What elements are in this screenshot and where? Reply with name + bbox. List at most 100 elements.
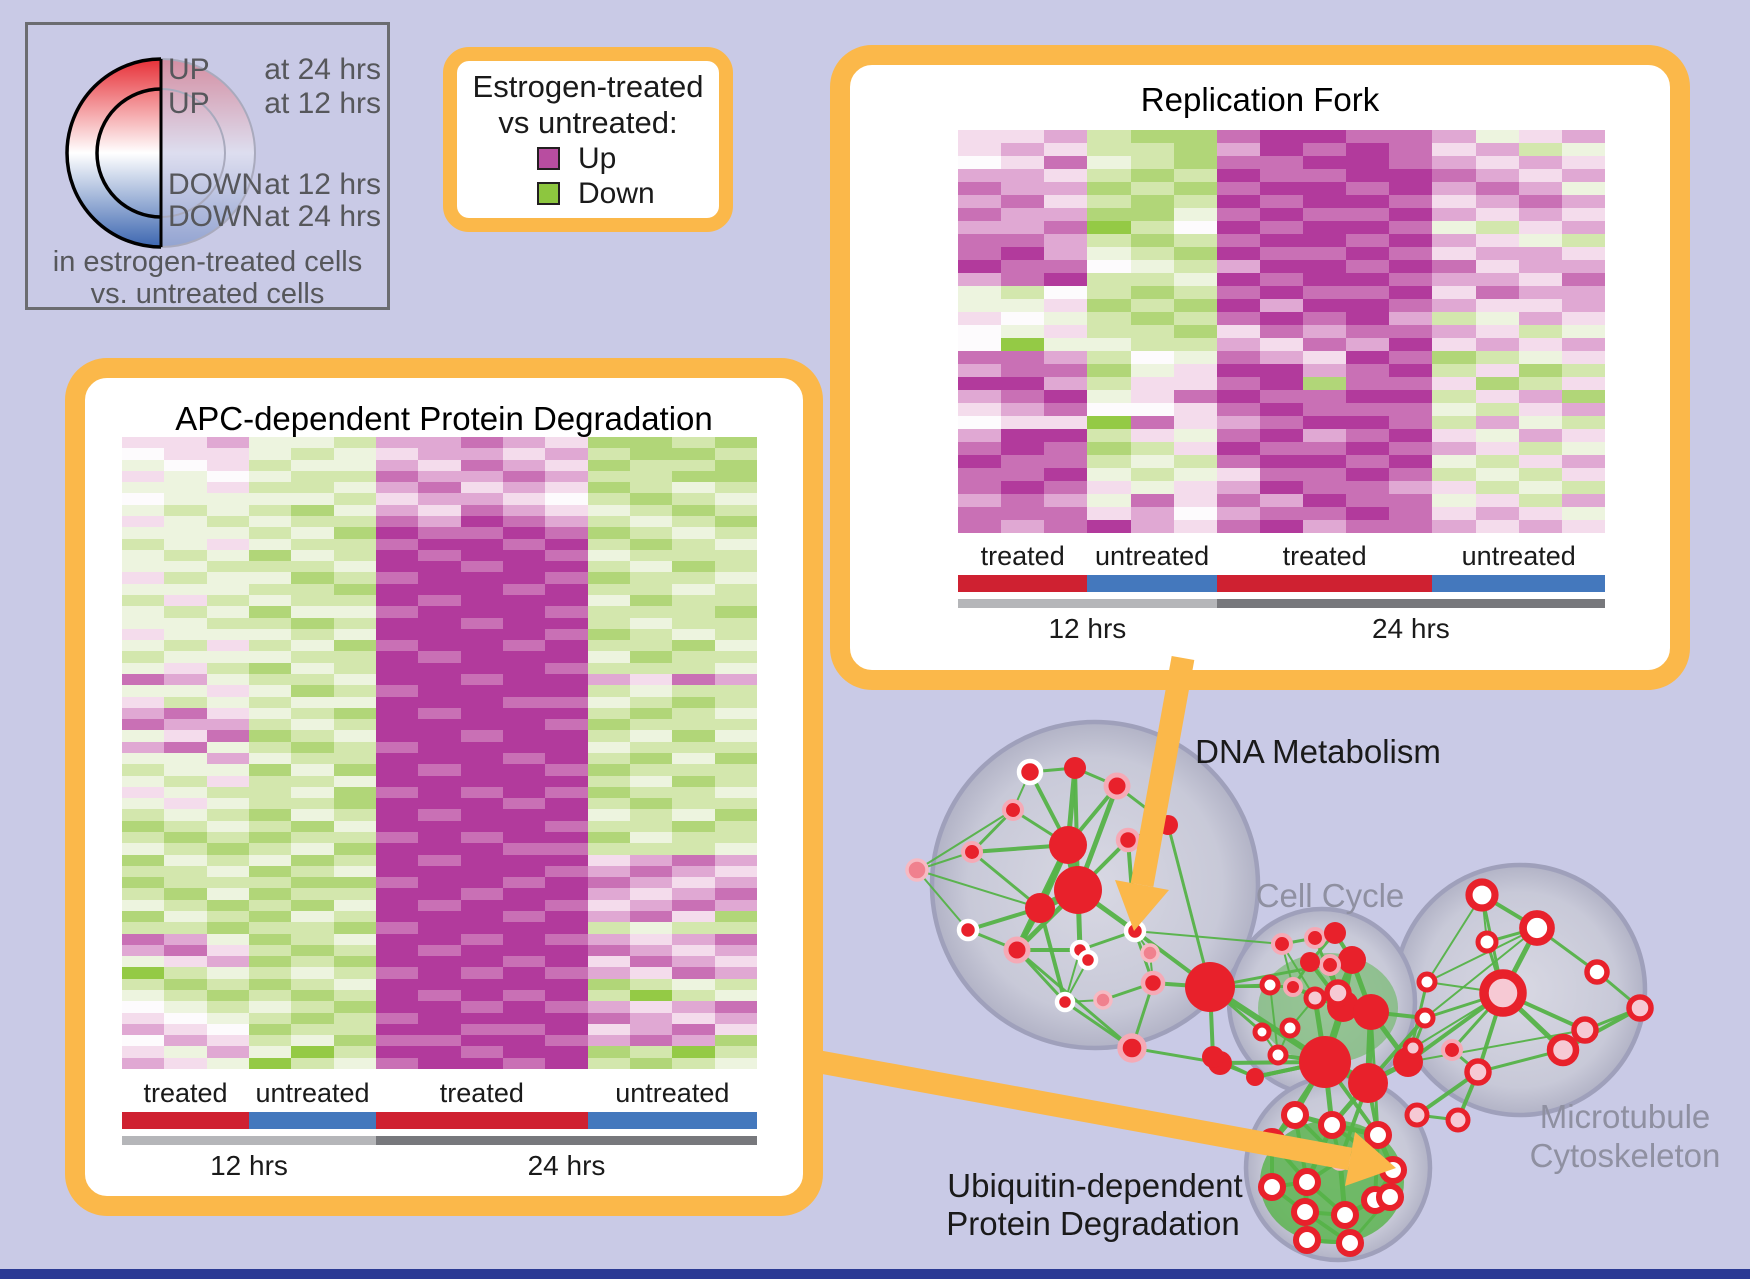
network-edge <box>1289 997 1316 1029</box>
heatmap-cell <box>1001 416 1045 429</box>
heatmap-cell <box>164 899 207 911</box>
heatmap-cell <box>375 437 419 449</box>
heatmap-cell <box>1346 182 1390 195</box>
heatmap-cell <box>1044 468 1088 481</box>
heatmap-cell <box>418 809 461 821</box>
heatmap-cell <box>1087 156 1131 169</box>
heatmap-cell <box>958 429 1002 442</box>
heatmap-cell <box>1259 208 1304 221</box>
heatmap-cell <box>502 1046 546 1058</box>
heatmap-cell <box>1216 364 1260 377</box>
heatmap-cell <box>672 515 715 528</box>
heatmap-cell <box>545 685 588 697</box>
heatmap-cell <box>248 877 292 889</box>
heatmap-cell <box>502 956 546 968</box>
figure-bottom-border <box>0 1269 1750 1279</box>
heatmap-cell <box>1087 130 1131 143</box>
network-edge <box>966 906 1042 932</box>
heatmap-cell <box>1518 442 1562 455</box>
heatmap-cell <box>1389 221 1433 234</box>
heatmap-cell <box>1087 286 1131 299</box>
heatmap-cell <box>248 775 292 787</box>
heatmap-cell <box>122 809 165 821</box>
network-edge <box>1253 1060 1327 1079</box>
heatmap-cell <box>545 1001 588 1013</box>
heatmap-cell <box>1389 468 1433 481</box>
network-node <box>1259 974 1281 996</box>
heatmap-cell <box>714 527 757 539</box>
heatmap-cell <box>206 617 249 629</box>
heatmap-cell <box>672 854 715 866</box>
heatmap-cell <box>1130 273 1174 286</box>
heatmap-cell <box>714 730 757 742</box>
heatmap-cell <box>206 730 249 742</box>
network-edge <box>966 928 1019 952</box>
heatmap-cell <box>502 978 546 990</box>
heatmap-cell <box>1130 156 1174 169</box>
heatmap-cell <box>587 504 630 516</box>
heatmap-cell <box>502 967 546 979</box>
heatmap-cell <box>1561 143 1605 156</box>
heatmap-cell <box>714 877 757 889</box>
heatmap-cell <box>629 459 673 471</box>
legend-footer-line1: in estrogen-treated cells <box>52 246 363 278</box>
heatmap-cell <box>418 470 461 483</box>
heatmap-cell <box>545 752 588 765</box>
heatmap-cell <box>672 752 715 765</box>
heatmap-cell <box>248 583 292 595</box>
heatmap-cell <box>418 628 461 641</box>
heatmap-cell <box>248 978 292 990</box>
heatmap-cell <box>375 583 419 595</box>
heatmap-cell <box>206 504 249 516</box>
heatmap-cell <box>1173 130 1217 143</box>
heatmap-cell <box>1044 234 1088 247</box>
heatmap-cell <box>460 662 503 674</box>
heatmap-cell <box>629 933 673 945</box>
heatmap-cell <box>248 1057 292 1069</box>
heatmap-cell <box>672 628 715 641</box>
heatmap-cell <box>1475 468 1519 481</box>
heatmap-cell <box>248 764 292 776</box>
heatmap-cell <box>1173 494 1217 507</box>
heatmap-cell <box>629 504 673 516</box>
heatmap-cell <box>291 831 334 844</box>
heatmap-cell <box>587 448 630 460</box>
network-node <box>1123 919 1147 943</box>
heatmap-cell <box>206 448 249 460</box>
heatmap-cell <box>1216 429 1260 442</box>
heatmap-cell <box>1001 481 1045 494</box>
network-edge <box>1015 948 1134 1050</box>
heatmap-cell <box>418 775 461 787</box>
rf-time-labels: 12 hrs 24 hrs <box>958 613 1605 645</box>
heatmap-cell <box>333 673 376 686</box>
heatmap-cell <box>122 865 165 878</box>
network-cluster-label: Cytoskeleton <box>1529 1137 1721 1174</box>
heatmap-cell <box>206 933 249 945</box>
heatmap-cell <box>122 752 165 765</box>
heatmap-cell <box>1303 156 1347 169</box>
heatmap-cell <box>333 572 376 584</box>
heatmap-cell <box>164 707 207 720</box>
dense-edge-blob <box>1258 953 1398 1063</box>
heatmap-cell <box>460 673 503 686</box>
heatmap-cell <box>1259 182 1304 195</box>
heatmap-cell <box>1432 338 1476 351</box>
heatmap-cell <box>1346 520 1390 533</box>
heatmap-cell <box>1216 195 1260 208</box>
heatmap-cell <box>291 1001 334 1013</box>
heatmap-cell <box>1561 455 1605 468</box>
heatmap-cell <box>672 967 715 979</box>
heatmap-cell <box>1130 312 1174 325</box>
heatmap-cell <box>587 775 630 787</box>
heatmap-cell <box>1130 403 1174 416</box>
heatmap-cell <box>1303 182 1347 195</box>
heatmap-cell <box>1087 455 1131 468</box>
heatmap-cell <box>545 696 588 708</box>
network-edge <box>1208 985 1215 1059</box>
heatmap-cell <box>122 1046 165 1058</box>
heatmap-cell <box>122 786 165 799</box>
network-edge <box>1270 1060 1327 1144</box>
heatmap-cell <box>714 696 757 708</box>
heatmap-cell <box>1044 169 1088 182</box>
heatmap-cell <box>672 809 715 821</box>
